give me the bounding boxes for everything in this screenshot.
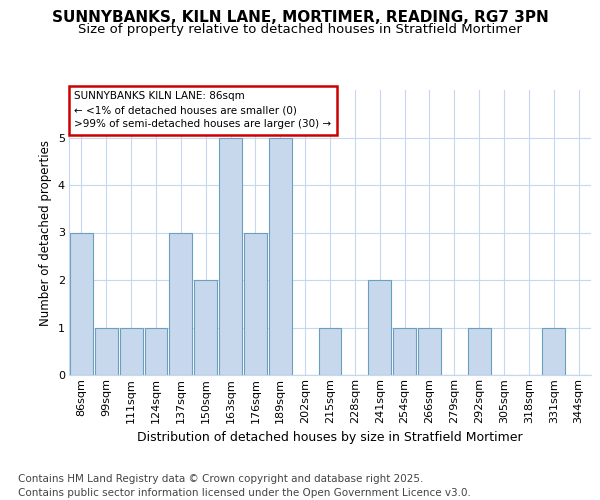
- Bar: [70, 232, 93, 375]
- Bar: [244, 232, 267, 375]
- Text: Size of property relative to detached houses in Stratfield Mortimer: Size of property relative to detached ho…: [78, 24, 522, 36]
- Bar: [145, 328, 167, 375]
- Text: SUNNYBANKS KILN LANE: 86sqm
← <1% of detached houses are smaller (0)
>99% of sem: SUNNYBANKS KILN LANE: 86sqm ← <1% of det…: [74, 92, 331, 130]
- Bar: [95, 328, 118, 375]
- Text: SUNNYBANKS, KILN LANE, MORTIMER, READING, RG7 3PN: SUNNYBANKS, KILN LANE, MORTIMER, READING…: [52, 10, 548, 25]
- Bar: [269, 138, 292, 375]
- Bar: [120, 328, 143, 375]
- Bar: [194, 280, 217, 375]
- Bar: [219, 138, 242, 375]
- Text: Contains HM Land Registry data © Crown copyright and database right 2025.
Contai: Contains HM Land Registry data © Crown c…: [18, 474, 471, 498]
- Bar: [418, 328, 441, 375]
- Bar: [542, 328, 565, 375]
- Bar: [393, 328, 416, 375]
- Bar: [368, 280, 391, 375]
- X-axis label: Distribution of detached houses by size in Stratfield Mortimer: Distribution of detached houses by size …: [137, 431, 523, 444]
- Bar: [468, 328, 491, 375]
- Y-axis label: Number of detached properties: Number of detached properties: [39, 140, 52, 326]
- Bar: [169, 232, 192, 375]
- Bar: [319, 328, 341, 375]
